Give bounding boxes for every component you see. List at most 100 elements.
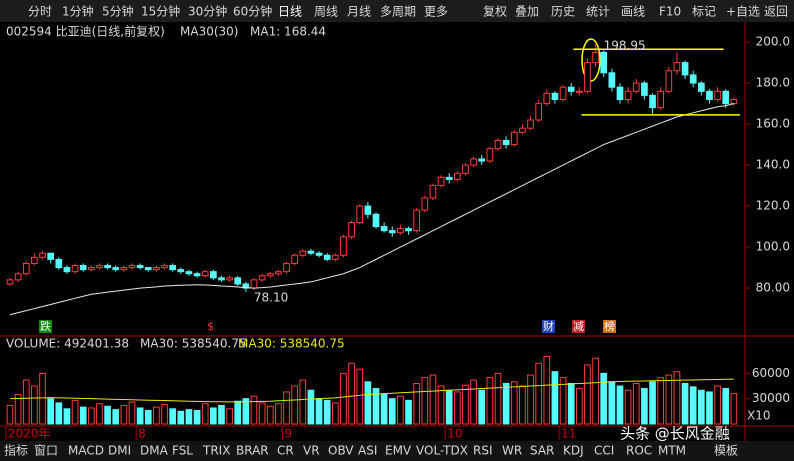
toolbar-bg [0, 0, 794, 22]
y2-tick-label: 30000 [752, 391, 790, 405]
indicator-tab[interactable]: EMV [385, 444, 412, 458]
volume-bar [462, 384, 469, 425]
indicator-tab[interactable]: 模板 [714, 444, 738, 458]
indicator-tab[interactable]: BRAR [236, 444, 269, 458]
volume-bar [307, 389, 315, 425]
toolbar-button[interactable]: 日线 [278, 5, 302, 19]
indicator-tab[interactable]: TRIX [202, 444, 230, 458]
indicator-tab[interactable]: VOL-TDX [416, 444, 468, 458]
volume-bar [250, 395, 258, 425]
volume-bar [161, 404, 168, 425]
indicator-tab[interactable]: CR [277, 444, 294, 458]
candle-body [413, 209, 421, 232]
indicator-tab[interactable]: MACD [68, 444, 104, 458]
candle-body [144, 267, 152, 271]
watermark: 头条 @长风金融 [620, 425, 730, 443]
y2-tick-label: 60000 [752, 366, 790, 380]
event-marker[interactable]: 财 [543, 319, 554, 333]
toolbar-button[interactable]: +自选 [726, 5, 760, 19]
indicator-tab[interactable]: SAR [530, 444, 554, 458]
indicator-tab[interactable]: KDJ [563, 444, 584, 458]
volume-bar [47, 398, 55, 425]
toolbar-button[interactable]: 5分钟 [102, 4, 134, 19]
volume-bar [649, 381, 656, 425]
toolbar-button[interactable]: 多周期 [380, 5, 416, 19]
event-marker[interactable]: 榜 [604, 319, 615, 333]
candle-body [63, 267, 71, 273]
indicator-tab[interactable]: MTM [658, 444, 686, 458]
volume-bar [624, 389, 632, 425]
event-marker[interactable]: 减 [573, 320, 584, 333]
indicator-tab[interactable]: DMI [108, 444, 131, 458]
candle-body [331, 254, 339, 260]
ma30-line [9, 103, 734, 316]
indicator-tab[interactable]: OBV [328, 444, 354, 458]
indicator-tab[interactable]: 窗口 [34, 444, 58, 458]
toolbar-button[interactable]: 1分钟 [62, 4, 94, 19]
candle-body [87, 267, 95, 271]
toolbar-button[interactable]: 画线 [621, 5, 645, 19]
volume-bar [405, 399, 412, 425]
toolbar-button[interactable]: 月线 [347, 5, 371, 19]
candle-body [153, 267, 160, 271]
indicator-tab[interactable]: RSI [473, 444, 493, 458]
candle-body [22, 262, 30, 275]
volume-bar [445, 389, 453, 425]
volume-bar [299, 379, 307, 425]
indicator-tab[interactable]: DMA [140, 444, 169, 458]
toolbar-button[interactable]: 叠加 [515, 5, 539, 19]
candle-body [730, 98, 738, 105]
volume-bar [600, 372, 608, 425]
toolbar-button[interactable]: 更多 [424, 5, 448, 19]
event-marker[interactable]: 跌 [40, 319, 51, 333]
volume-bar [543, 355, 551, 425]
candle-body [209, 271, 217, 279]
volume-label: VOLUME: 492401.38 [6, 337, 129, 351]
toolbar-button[interactable]: 历史 [551, 5, 575, 19]
candle-body [535, 103, 543, 121]
x-tick-label: 9 [285, 427, 293, 441]
y-tick-label: 200.0 [756, 35, 790, 49]
candle-body [551, 92, 559, 100]
ma-value: MA1: 168.44 [250, 25, 326, 39]
indicator-tab[interactable]: VR [303, 444, 320, 458]
indicator-tab[interactable]: 指标 [4, 443, 28, 458]
toolbar-button[interactable]: 周线 [314, 5, 338, 19]
candle-body [632, 82, 640, 92]
volume-bar [218, 404, 225, 425]
candle-body [136, 265, 144, 269]
toolbar-button[interactable]: 30分钟 [188, 4, 227, 19]
volume-bar [567, 382, 575, 425]
candle-body [128, 265, 136, 269]
volume-bar [283, 391, 290, 425]
event-marker[interactable]: $ [207, 320, 214, 333]
candle-body [291, 254, 299, 264]
volume-bar [331, 402, 339, 425]
candle-body [421, 197, 429, 211]
toolbar-button[interactable]: 15分钟 [141, 4, 180, 19]
event-marker-bg [572, 320, 585, 333]
event-marker-bg [39, 320, 52, 333]
indicator-tab[interactable]: FSL [172, 444, 193, 458]
volume-bar [104, 405, 111, 425]
candle-body [641, 82, 648, 96]
volume-bar [681, 382, 689, 425]
toolbar-button[interactable]: 统计 [586, 5, 610, 19]
toolbar-button[interactable]: 标记 [692, 5, 716, 19]
volume-bar [697, 389, 705, 425]
toolbar-button[interactable]: 复权 [483, 5, 507, 19]
indicator-tab[interactable]: WR [502, 444, 522, 458]
volume-bar [706, 391, 713, 425]
candle-body [437, 176, 445, 187]
indicator-tab[interactable]: ASI [358, 444, 377, 458]
toolbar-button[interactable]: 返回 [764, 5, 788, 19]
volume-bar [128, 401, 136, 425]
volume-bar [340, 372, 347, 425]
volume-bar [421, 377, 429, 425]
toolbar-button[interactable]: 60分钟 [233, 4, 272, 19]
toolbar-button[interactable]: F10 [659, 5, 681, 19]
indicator-tab[interactable]: CCI [594, 444, 614, 458]
toolbar-button[interactable]: 分时 [28, 5, 52, 19]
candle-body [258, 275, 266, 281]
indicator-tab[interactable]: ROC [626, 444, 652, 458]
